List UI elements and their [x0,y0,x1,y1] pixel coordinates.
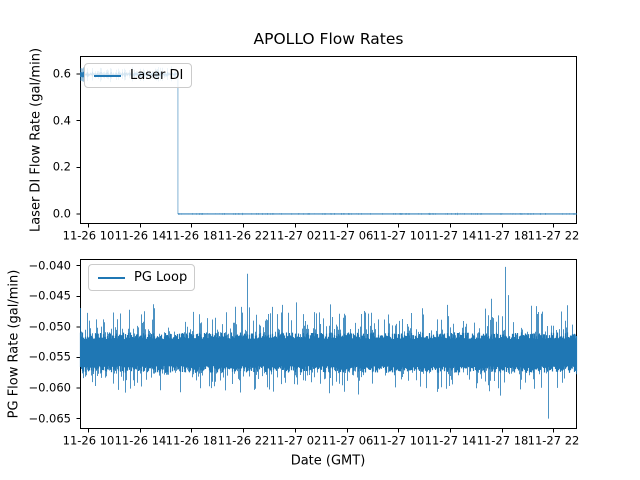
x-tick-label: 11-27 02 [269,433,322,448]
y-tick-label: 0.0 [52,206,71,221]
y-tick-label: 0.4 [52,113,71,128]
y-tick-label: 0.6 [52,66,71,81]
x-tick-label: 11-27 22 [527,433,580,448]
x-tick-label: 11-26 10 [62,433,115,448]
x-tick-label: 11-27 06 [321,228,374,243]
legend-line-sample [98,276,125,279]
x-tick-label: 11-27 02 [269,228,322,243]
x-tick-label: 11-27 14 [424,433,477,448]
bottom-y-axis-label: PG Flow Rate (gal/min) [6,269,22,419]
x-tick-label: 11-27 18 [476,228,529,243]
y-tick-label: −0.060 [28,380,71,395]
x-tick-label: 11-26 14 [114,228,167,243]
y-tick-label: −0.050 [28,319,71,334]
x-tick-label: 11-26 22 [217,228,270,243]
top-y-axis-label: Laser DI Flow Rate (gal/min) [28,47,44,233]
x-tick-label: 11-26 10 [62,228,115,243]
x-tick-label: 11-27 10 [372,228,425,243]
x-tick-label: 11-27 22 [527,228,580,243]
y-tick-label: −0.065 [28,411,71,426]
chart-title: APOLLO Flow Rates [253,30,404,48]
x-axis-label: Date (GMT) [290,453,366,469]
legend-laser-di: Laser DI [84,63,192,88]
x-tick-label: 11-26 14 [114,433,167,448]
legend-label: PG Loop [134,270,188,285]
legend-pg-loop: PG Loop [88,264,195,291]
legend-label: Laser DI [130,68,184,83]
x-tick-label: 11-26 22 [217,433,270,448]
y-tick-label: −0.055 [28,349,71,364]
y-tick-label: −0.040 [28,258,71,273]
x-tick-label: 11-26 18 [165,228,218,243]
legend-line-sample [94,74,121,77]
y-tick-label: −0.045 [28,288,71,303]
x-tick-label: 11-27 10 [372,433,425,448]
x-tick-label: 11-27 14 [424,228,477,243]
x-tick-label: 11-27 06 [321,433,374,448]
y-tick-label: 0.2 [52,159,71,174]
x-tick-label: 11-26 18 [165,433,218,448]
x-tick-label: 11-27 18 [476,433,529,448]
